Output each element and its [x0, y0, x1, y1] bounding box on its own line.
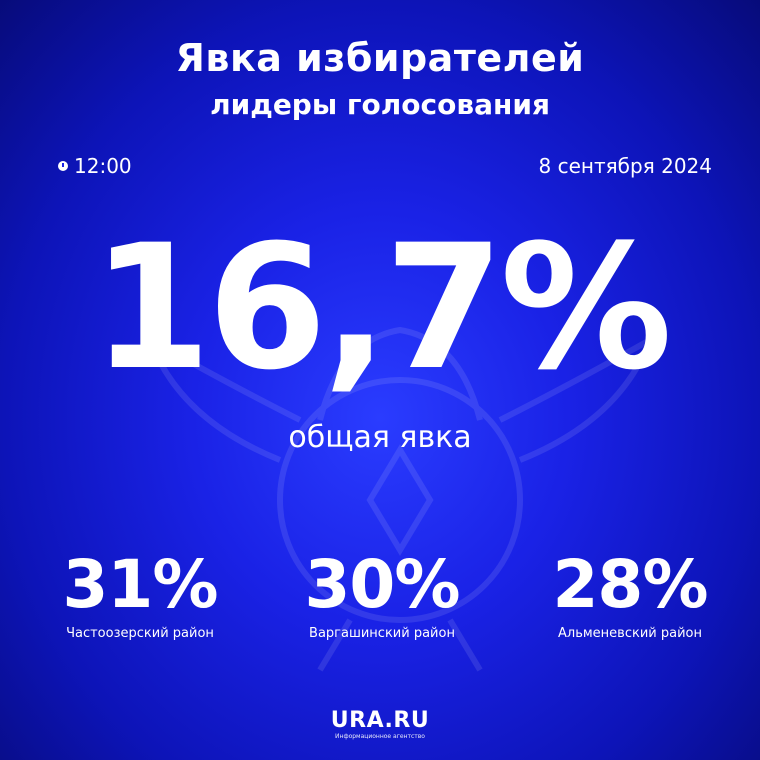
brand-name: URA.RU	[330, 708, 430, 733]
time-stamp: 12:00	[58, 154, 132, 178]
leader-stat-1: 31% Частоозерский район	[20, 546, 260, 642]
leader-district: Альменевский район	[558, 626, 702, 641]
double-headed-eagle-emblem	[144, 326, 656, 672]
leader-value: 30%	[304, 546, 461, 623]
leader-value: 28%	[552, 546, 709, 623]
total-turnout-value: 16,7%	[91, 207, 673, 408]
leader-district: Варгашинский район	[309, 626, 455, 641]
time-text: 12:00	[74, 154, 132, 178]
page-title: Явка избирателей	[175, 36, 585, 80]
leader-value: 31%	[62, 546, 219, 623]
clock-icon	[58, 161, 68, 171]
brand-tagline: Информационное агентство	[335, 733, 425, 740]
leader-stat-3: 28% Альменевский район	[510, 546, 750, 642]
page-subtitle: лидеры голосования	[210, 88, 550, 121]
leader-stat-2: 30% Варгашинский район	[262, 546, 502, 642]
total-turnout-label: общая явка	[288, 420, 472, 455]
leader-district: Частоозерский район	[66, 626, 214, 641]
date-text: 8 сентября 2024	[538, 154, 712, 178]
brand-logo[interactable]: URA.RU Информационное агентство	[0, 708, 760, 740]
